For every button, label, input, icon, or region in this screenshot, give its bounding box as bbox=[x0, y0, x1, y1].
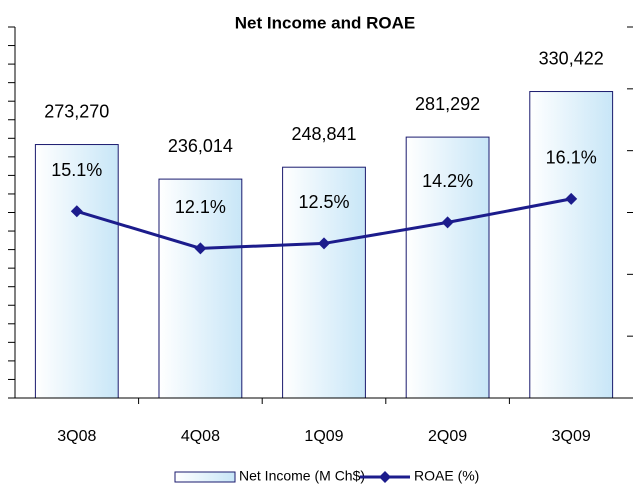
x-tick-label: 1Q09 bbox=[304, 428, 343, 445]
legend-label: ROAE (%) bbox=[414, 468, 479, 484]
bar bbox=[282, 166, 366, 399]
x-tick-label: 2Q09 bbox=[428, 428, 467, 445]
line-value-label: 15.1% bbox=[51, 160, 102, 180]
legend-swatch bbox=[174, 471, 236, 483]
line-value-label: 16.1% bbox=[546, 148, 597, 168]
line-marker bbox=[441, 216, 454, 229]
x-tick-label: 3Q09 bbox=[552, 428, 591, 445]
bar bbox=[529, 91, 614, 399]
x-tick-label: 4Q08 bbox=[181, 428, 220, 445]
line-value-label: 12.5% bbox=[298, 192, 349, 212]
bar-value-label: 236,014 bbox=[168, 136, 233, 156]
line-marker bbox=[318, 237, 330, 250]
line-value-label: 14.2% bbox=[422, 171, 473, 191]
bar-value-label: 281,292 bbox=[415, 94, 480, 114]
chart-title: Net Income and ROAE bbox=[235, 13, 415, 32]
line-marker bbox=[70, 205, 83, 218]
bar-value-label: 330,422 bbox=[539, 48, 604, 68]
bar bbox=[405, 136, 490, 399]
line-marker bbox=[565, 192, 578, 205]
x-tick-label: 3Q08 bbox=[57, 428, 96, 445]
bar-value-label: 273,270 bbox=[44, 101, 109, 121]
legend-marker bbox=[379, 471, 391, 483]
legend-label: Net Income (M Ch$) bbox=[239, 468, 365, 484]
bar-value-label: 248,841 bbox=[291, 124, 356, 144]
bar bbox=[34, 144, 119, 399]
line-value-label: 12.1% bbox=[175, 197, 226, 217]
bar bbox=[158, 178, 243, 399]
line-marker bbox=[194, 242, 207, 255]
